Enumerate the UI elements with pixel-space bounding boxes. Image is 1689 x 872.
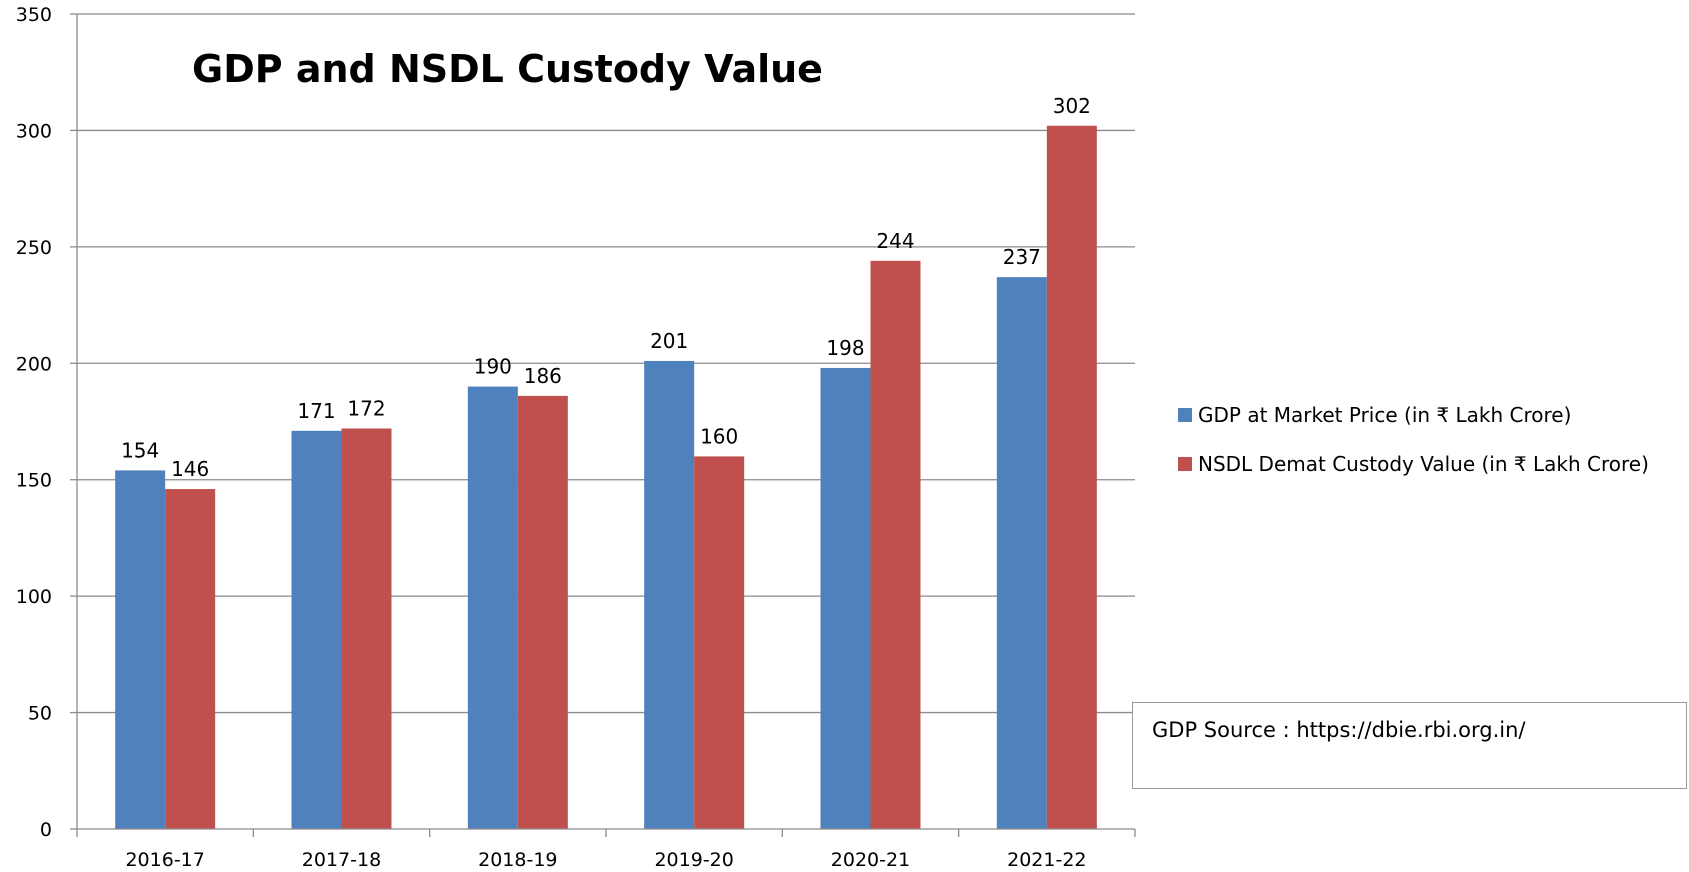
chart-title: GDP and NSDL Custody Value <box>192 47 823 91</box>
gridlines <box>77 13 1135 714</box>
axes <box>70 13 1136 837</box>
bar-gdp-2016-17 <box>115 470 166 829</box>
bar-nsdl-2019-20 <box>694 456 745 829</box>
data-label-nsdl-2021-22: 302 <box>1053 94 1091 118</box>
x-tick-label: 2021-22 <box>1007 849 1086 871</box>
y-tick-label: 350 <box>16 4 52 26</box>
data-labels: 154 146 171 172 190 186 201 160 198 244 237 302 <box>121 94 1091 481</box>
bars <box>115 125 1097 830</box>
bar-gdp-2021-22 <box>996 277 1047 830</box>
x-tick-label: 2016-17 <box>125 849 204 871</box>
bar-nsdl-2018-19 <box>517 395 568 829</box>
data-label-gdp-2020-21: 198 <box>826 336 864 360</box>
x-tick-label: 2020-21 <box>831 849 910 871</box>
bar-nsdl-2020-21 <box>870 260 921 829</box>
y-tick-label: 300 <box>16 120 52 142</box>
y-tick-label: 250 <box>16 237 52 259</box>
y-tick-label: 0 <box>40 819 52 841</box>
bar-gdp-2017-18 <box>291 430 342 829</box>
legend-swatch-nsdl <box>1178 457 1192 471</box>
data-label-nsdl-2017-18: 172 <box>347 396 385 420</box>
data-label-nsdl-2018-19: 186 <box>524 364 562 388</box>
bar-gdp-2018-19 <box>467 386 518 829</box>
bar-nsdl-2017-18 <box>341 428 392 829</box>
x-tick-label: 2019-20 <box>654 849 733 871</box>
data-label-gdp-2017-18: 171 <box>297 399 335 423</box>
x-tick-labels: 2016-17 2017-18 2018-19 2019-20 2020-21 2021-… <box>125 849 1086 871</box>
y-tick-label: 50 <box>28 703 52 725</box>
x-tick-label: 2018-19 <box>478 849 557 871</box>
legend-label-gdp: GDP at Market Price (in ₹ Lakh Crore) <box>1198 403 1571 427</box>
data-label-nsdl-2020-21: 244 <box>876 229 914 253</box>
legend-label-nsdl: NSDL Demat Custody Value (in ₹ Lakh Cror… <box>1198 452 1649 476</box>
data-label-nsdl-2019-20: 160 <box>700 424 738 448</box>
source-note-box: GDP Source : https://dbie.rbi.org.in/ <box>1132 702 1687 789</box>
data-label-gdp-2018-19: 190 <box>474 355 512 379</box>
data-label-gdp-2019-20: 201 <box>650 329 688 353</box>
bar-nsdl-2016-17 <box>165 489 216 829</box>
x-tick-label: 2017-18 <box>302 849 381 871</box>
bar-gdp-2020-21 <box>820 367 871 829</box>
data-label-nsdl-2016-17: 146 <box>171 457 209 481</box>
source-note: GDP Source : https://dbie.rbi.org.in/ <box>1152 718 1526 742</box>
bar-gdp-2019-20 <box>644 360 695 829</box>
data-label-gdp-2021-22: 237 <box>1003 245 1041 269</box>
y-tick-label: 200 <box>16 353 52 375</box>
y-tick-label: 150 <box>16 470 52 492</box>
y-tick-label: 100 <box>16 586 52 608</box>
legend: GDP at Market Price (in ₹ Lakh Crore) NSD… <box>1178 403 1649 476</box>
legend-swatch-gdp <box>1178 408 1192 422</box>
y-tick-labels: 0 50 100 150 200 250 300 350 <box>16 4 52 841</box>
data-label-gdp-2016-17: 154 <box>121 438 159 462</box>
bar-nsdl-2021-22 <box>1046 125 1097 830</box>
